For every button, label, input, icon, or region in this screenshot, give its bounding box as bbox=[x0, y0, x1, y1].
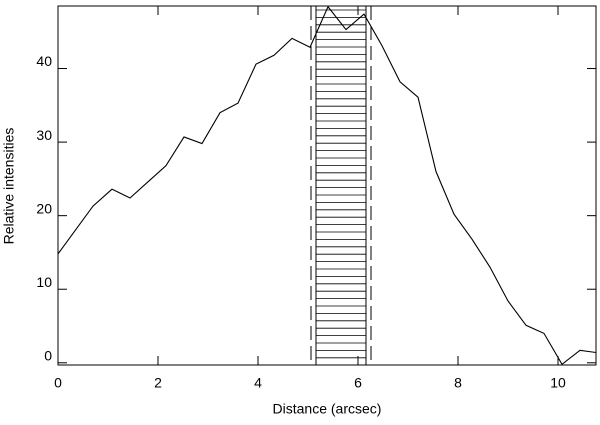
x-tick-label: 6 bbox=[354, 375, 362, 391]
y-tick-label: 20 bbox=[36, 200, 52, 216]
x-tick-label: 0 bbox=[54, 375, 62, 391]
y-tick-label: 40 bbox=[36, 53, 52, 69]
x-tick-label: 4 bbox=[254, 375, 262, 391]
x-tick-label: 8 bbox=[454, 375, 462, 391]
x-axis-label: Distance (arcsec) bbox=[273, 401, 382, 417]
y-axis-label: Relative intensities bbox=[1, 128, 17, 245]
y-tick-label: 30 bbox=[36, 127, 52, 143]
plot-frame bbox=[57, 5, 597, 366]
y-tick-label: 10 bbox=[36, 274, 52, 290]
x-tick-label: 2 bbox=[154, 375, 162, 391]
plot-area bbox=[58, 6, 596, 365]
y-tick-label: 0 bbox=[44, 347, 52, 363]
data-line bbox=[58, 6, 596, 365]
x-tick-label: 10 bbox=[550, 375, 566, 391]
